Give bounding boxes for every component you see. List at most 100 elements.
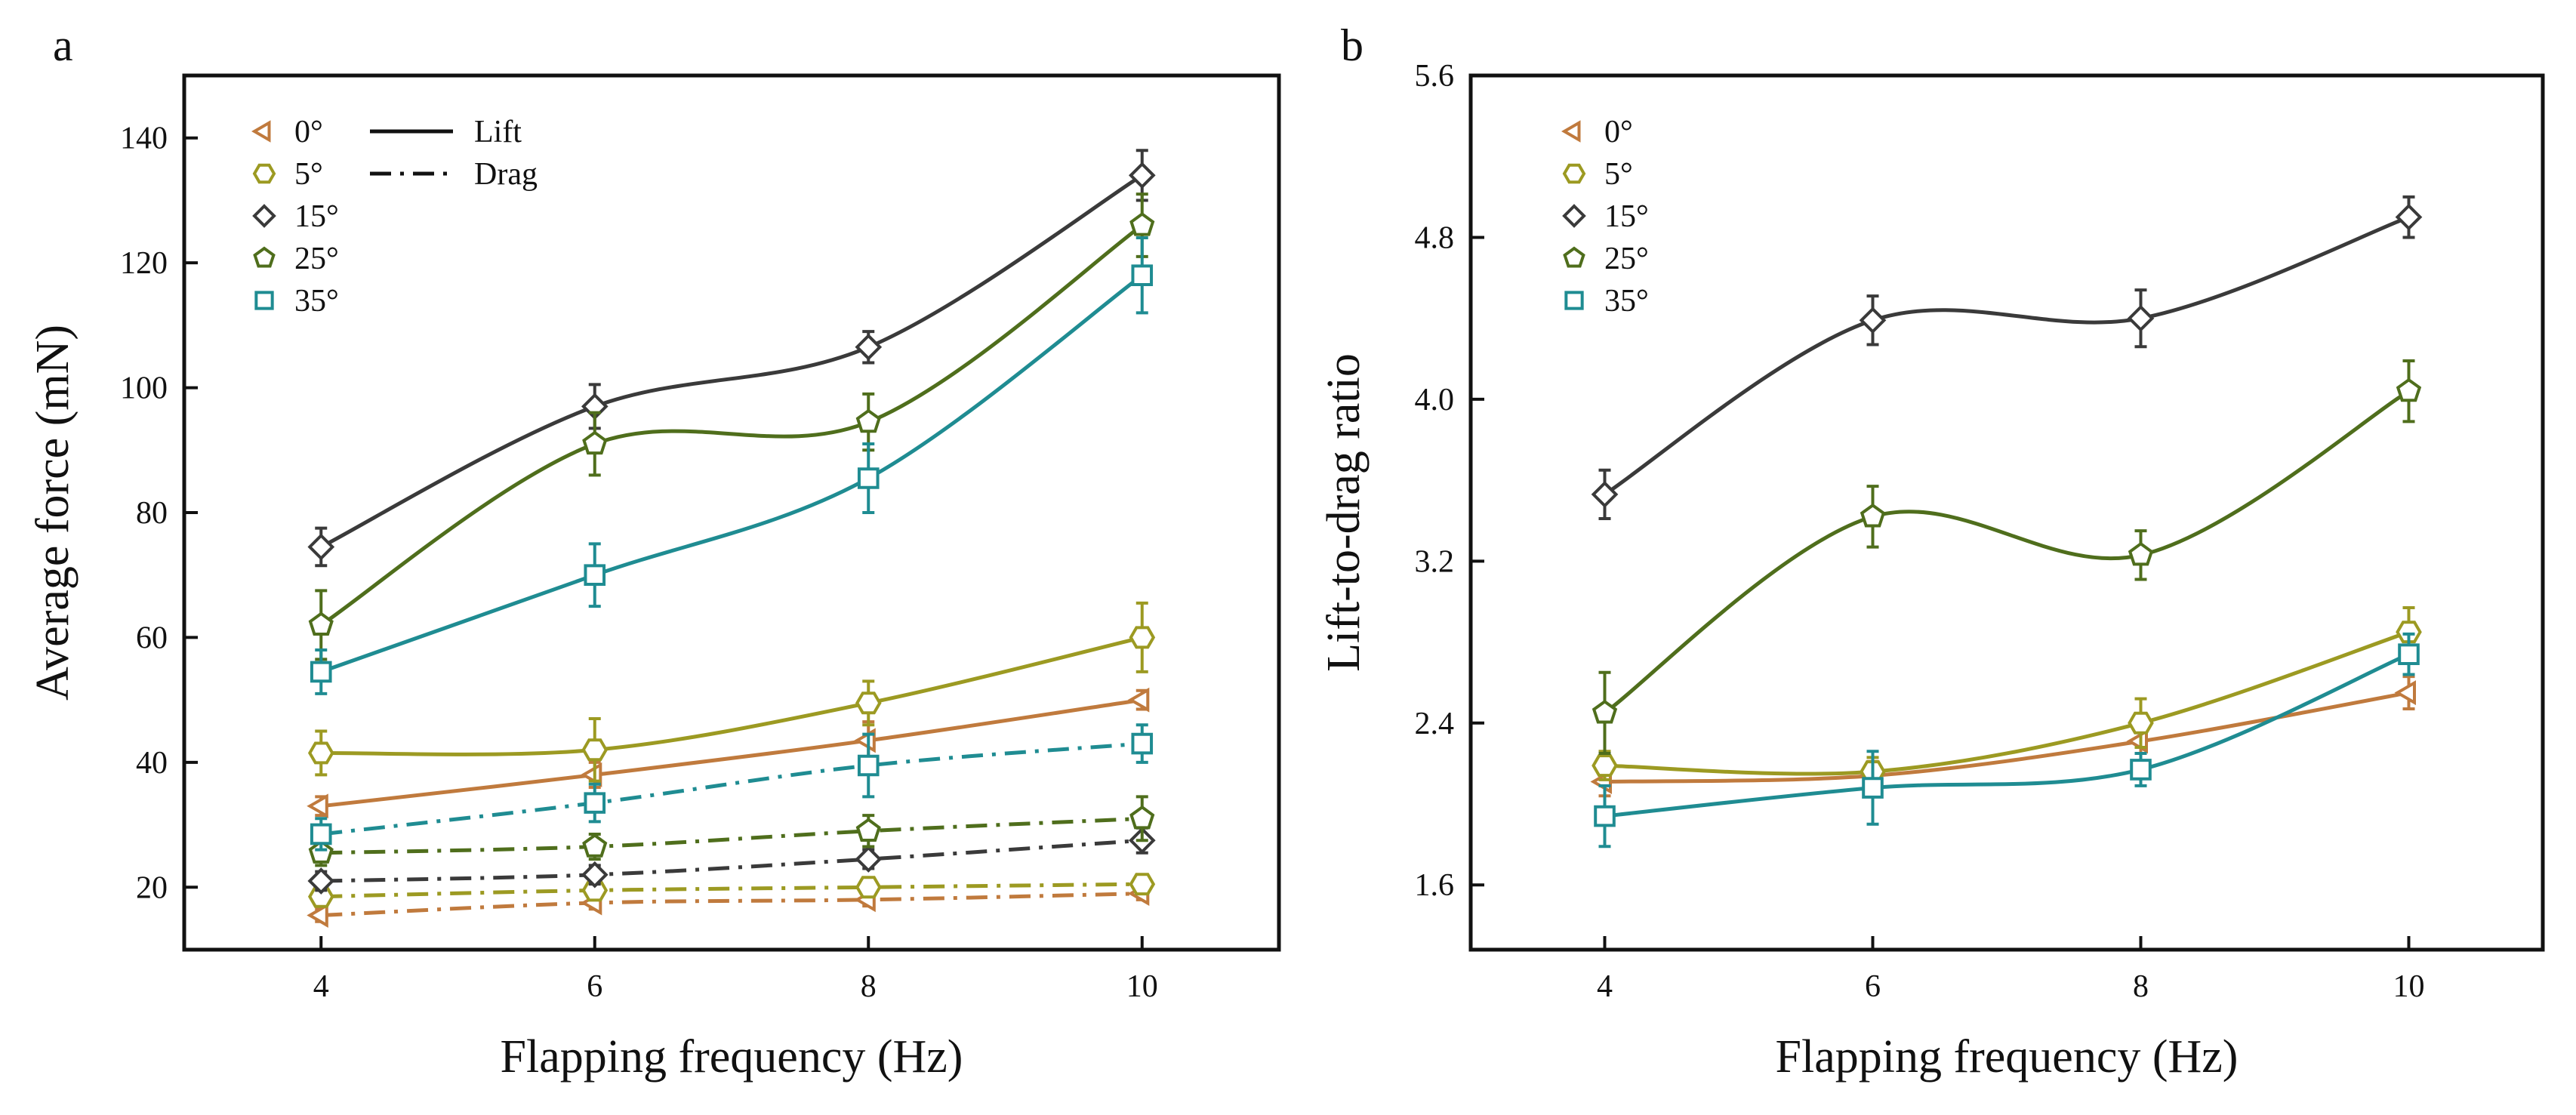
panel-a-legend-label: 25° xyxy=(294,242,339,276)
panel-b-series-35deg-point xyxy=(2398,643,2420,665)
panel-a-series-5deg-drag-point xyxy=(855,876,882,899)
panel-a-series-15deg-drag-point xyxy=(307,867,335,895)
panel-a-series-15deg-drag-point xyxy=(581,861,609,889)
panel-a-y-tick-label: 140 xyxy=(120,122,168,156)
panel-b-x-axis-label: Flapping frequency (Hz) xyxy=(1776,1031,2239,1083)
panel-b-series-35deg xyxy=(1594,632,2420,849)
panel-a-x-tick-label: 10 xyxy=(1126,969,1158,1004)
panel-b-y-axis-label: Lift-to-drag ratio xyxy=(1318,353,1370,672)
panel-a-x-tick-label: 8 xyxy=(861,969,877,1004)
panel-b-series-5deg-point xyxy=(1592,754,1618,778)
panel-a-series-35deg-lift xyxy=(310,236,1154,695)
panel-a-series-25deg-drag-point xyxy=(582,833,608,858)
panel-a-series-5deg-lift-point xyxy=(307,741,334,765)
panel-b-plot-frame xyxy=(1468,73,2545,952)
panel-a-legend-label: 15° xyxy=(294,199,339,234)
panel-b-x-tick-label: 4 xyxy=(1597,969,1613,1004)
panel-b-series-5deg-point xyxy=(2396,621,2422,644)
panel-a-series-25deg-lift-point xyxy=(855,408,881,433)
panel-a-x-tick-label: 6 xyxy=(587,969,602,1004)
panel-a-letter: a xyxy=(53,20,73,70)
panel-b-letter: b xyxy=(1341,20,1363,70)
panel-b-chart: b 4 6 8 10 1.6 2.4 3.2 4.0 4.8 5.6 Flapping frequ… xyxy=(1318,20,2545,1083)
panel-b-series-25deg xyxy=(1592,359,2422,755)
panel-a-series-0deg-lift-point xyxy=(1127,687,1150,713)
panel-a-series-0deg-drag-point xyxy=(307,903,328,928)
panel-a-legend-drag-label: Drag xyxy=(474,157,538,192)
panel-a-series-15deg-drag xyxy=(307,826,1156,895)
panel-a-series-15deg-lift-point xyxy=(855,333,883,361)
panel-a-legend-label: 5° xyxy=(294,157,323,192)
panel-b-legend-marker-35deg xyxy=(1564,291,1584,310)
panel-a-series-15deg-lift xyxy=(307,149,1156,568)
panel-a-series-35deg-drag-line xyxy=(321,741,1143,836)
panel-a-series-35deg-drag-point xyxy=(1131,732,1154,755)
panel-a-series-25deg-drag xyxy=(308,795,1155,867)
panel-a-series-15deg-drag-line xyxy=(321,838,1142,883)
panel-a-legend-marker-25deg xyxy=(253,246,276,268)
panel-b-series-15deg xyxy=(1591,195,2423,521)
panel-a-series-35deg-drag-point xyxy=(584,792,606,814)
panel-b-legend-label: 25° xyxy=(1604,242,1649,276)
panel-a-series-5deg-drag-point xyxy=(1129,873,1156,896)
panel-a-series-25deg-lift xyxy=(308,193,1155,661)
panel-a-series-5deg-lift-point xyxy=(581,738,609,762)
panel-b-series-25deg-point xyxy=(1592,699,1618,724)
panel-b-legend-marker-0deg xyxy=(1561,120,1581,143)
panel-a-series-0deg-lift-point xyxy=(307,793,328,819)
panel-a-series-35deg-lift-line xyxy=(320,273,1144,674)
panel-a-y-tick-label: 40 xyxy=(136,746,168,781)
panel-a-series-25deg-drag-point xyxy=(308,839,334,864)
panel-b-series-35deg-line xyxy=(1604,652,2410,818)
panel-b-series-15deg-point xyxy=(1591,481,1619,508)
panel-b-series-25deg-point xyxy=(2396,377,2422,402)
panel-a-series xyxy=(307,149,1156,928)
panel-b-series-25deg-line xyxy=(1604,390,2410,715)
panel-a-legend-label: 0° xyxy=(294,115,323,149)
panel-a-chart: a 4 6 8 10 20 40 60 80 100 120 140 Flapping freque… xyxy=(27,20,1281,1083)
panel-a-y-tick-label: 60 xyxy=(136,621,168,655)
panel-a-series-0deg-lift-line xyxy=(321,698,1143,809)
panel-a-series-25deg-drag-point xyxy=(855,818,881,842)
panel-b-x-tick-label: 10 xyxy=(2393,969,2425,1004)
panel-b-legend-label: 5° xyxy=(1604,157,1633,192)
panel-b-series-5deg-point xyxy=(2128,711,2154,735)
panel-b-y-tick-label: 2.4 xyxy=(1415,707,1455,741)
panel-a-legend-lift-label: Lift xyxy=(474,115,522,149)
panel-a-series-35deg-lift-point xyxy=(1131,264,1154,286)
panel-a-series-5deg-drag-line xyxy=(321,882,1142,899)
panel-a-series-5deg-lift-line xyxy=(321,635,1143,756)
panel-a-x-axis-label: Flapping frequency (Hz) xyxy=(501,1031,963,1083)
panel-a-legend-marker-35deg xyxy=(254,291,274,310)
panel-a-series-5deg-lift xyxy=(307,601,1156,783)
panel-b-series-35deg-point xyxy=(1594,805,1616,827)
panel-a-legend-marker-0deg xyxy=(251,120,271,143)
panel-b-series-15deg-point xyxy=(1859,306,1887,334)
panel-a-legend: 0° 5° 15° 25° 35° Lift Drag xyxy=(251,115,538,319)
panel-b-series-35deg-point xyxy=(2130,759,2152,781)
panel-a-legend-marker-15deg xyxy=(252,204,276,228)
panel-a-series-25deg-lift-point xyxy=(582,430,608,455)
panel-a-series-25deg-drag-point xyxy=(1129,805,1155,830)
panel-b-series-15deg-point xyxy=(2127,304,2155,332)
panel-b-legend-marker-5deg xyxy=(1562,163,1586,184)
panel-a-series-15deg-drag-point xyxy=(855,845,883,873)
panel-a-series-35deg-drag-point xyxy=(857,754,880,777)
panel-a-series-15deg-lift-point xyxy=(307,533,335,561)
panel-a-y-tick-label: 100 xyxy=(120,371,168,406)
panel-a-y-tick-label: 120 xyxy=(120,246,168,281)
panel-a-x-tick-label: 4 xyxy=(313,969,329,1004)
panel-a-series-35deg-lift-point xyxy=(310,661,332,683)
panel-b-legend-label: 0° xyxy=(1604,115,1633,149)
panel-a-y-tick-label: 20 xyxy=(136,870,168,905)
panel-b-series-35deg-point xyxy=(1862,777,1884,799)
panel-b-y-tick-label: 1.6 xyxy=(1415,868,1455,903)
panel-b-y-tick-label: 3.2 xyxy=(1415,544,1455,579)
panel-b-series-0deg-point xyxy=(2394,680,2416,706)
panel-b-legend: 0° 5° 15° 25° 35° xyxy=(1561,115,1649,319)
panel-b-y-tick-label: 4.0 xyxy=(1415,383,1455,417)
panel-b-series-15deg-point xyxy=(2395,203,2423,231)
panel-a-series-35deg-lift-point xyxy=(857,467,880,489)
panel-a-series-25deg-lift-point xyxy=(308,611,334,636)
